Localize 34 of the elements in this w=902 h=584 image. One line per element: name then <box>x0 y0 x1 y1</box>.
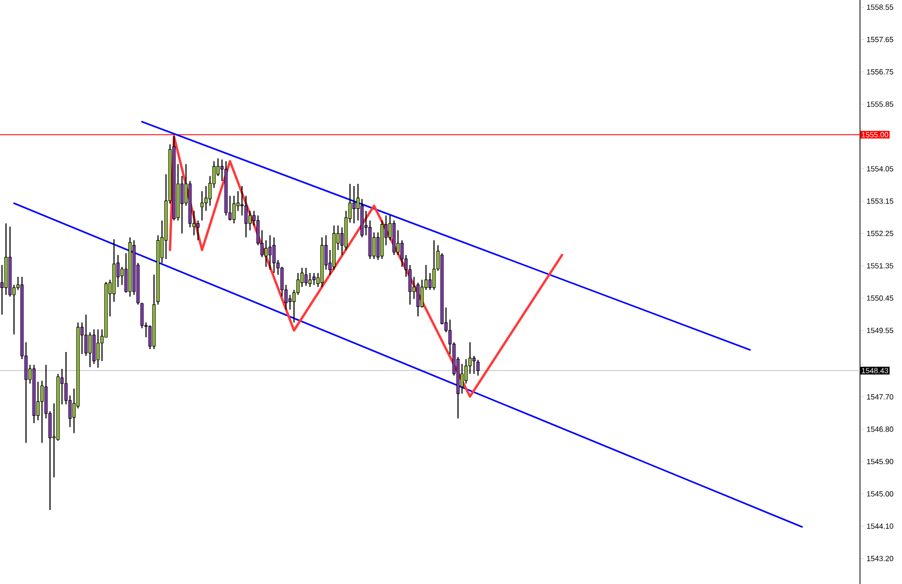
candlestick <box>304 267 308 286</box>
candlestick <box>112 238 116 302</box>
candlestick <box>264 240 268 268</box>
candlestick <box>204 185 208 212</box>
candlestick <box>272 236 276 274</box>
candlestick <box>460 363 464 394</box>
candlestick <box>268 234 272 270</box>
candlestick <box>88 332 92 368</box>
candlestick <box>232 195 236 224</box>
candlestick <box>172 135 176 222</box>
line-series <box>168 135 564 398</box>
candlestick <box>180 175 184 234</box>
candlestick <box>472 355 476 374</box>
candlestick <box>432 240 436 290</box>
candlestick <box>416 282 420 317</box>
candlestick <box>196 220 200 241</box>
candlestick <box>400 240 404 268</box>
candlestick <box>32 364 36 424</box>
candlestick <box>308 272 312 288</box>
candlestick <box>244 195 248 238</box>
candlestick <box>152 274 156 350</box>
candlestick <box>352 185 356 224</box>
candlestick <box>224 160 228 216</box>
candlestick <box>464 358 468 384</box>
candlestick <box>200 190 204 222</box>
candlestick <box>40 380 44 444</box>
candlestick <box>368 220 372 260</box>
candlestick <box>332 225 336 270</box>
candlestick <box>4 222 8 296</box>
candlestick <box>84 314 88 356</box>
candlestick <box>8 226 12 298</box>
candlestick <box>128 236 132 298</box>
candlestick <box>320 236 324 288</box>
candlestick <box>96 328 100 368</box>
